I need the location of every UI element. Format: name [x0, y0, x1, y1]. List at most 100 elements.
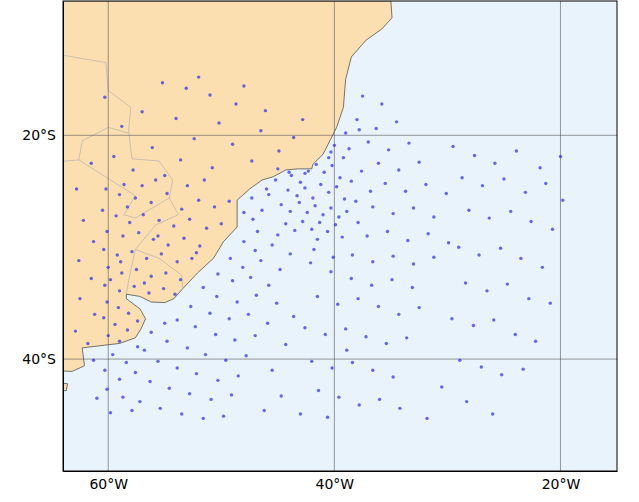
- point: [107, 334, 110, 337]
- point: [397, 168, 400, 171]
- point: [180, 412, 183, 415]
- point: [201, 286, 204, 289]
- point: [86, 342, 89, 345]
- point: [358, 128, 361, 131]
- point: [316, 295, 319, 298]
- point: [259, 259, 262, 262]
- point: [241, 266, 244, 269]
- point: [417, 160, 420, 163]
- tick-label: 40°S: [22, 351, 56, 367]
- point: [161, 81, 164, 84]
- point: [332, 256, 335, 259]
- point: [195, 251, 198, 254]
- point: [370, 284, 373, 287]
- point: [203, 178, 206, 181]
- point: [347, 147, 350, 150]
- point: [255, 294, 258, 297]
- tick-label: 20°W: [542, 476, 581, 492]
- point: [134, 371, 137, 374]
- point: [412, 206, 415, 209]
- point: [380, 102, 383, 105]
- point: [151, 146, 154, 149]
- point: [254, 334, 257, 337]
- point: [342, 156, 345, 159]
- point: [318, 221, 321, 224]
- point: [289, 252, 292, 255]
- point: [472, 324, 475, 327]
- point: [168, 386, 171, 389]
- point: [195, 372, 198, 375]
- point: [126, 328, 129, 331]
- point: [175, 318, 178, 321]
- point: [113, 323, 116, 326]
- point: [188, 392, 191, 395]
- point: [149, 275, 152, 278]
- point: [120, 271, 123, 274]
- point: [309, 261, 312, 264]
- point: [173, 292, 176, 295]
- point: [198, 244, 201, 247]
- point: [337, 215, 340, 218]
- point: [154, 178, 157, 181]
- point: [514, 333, 517, 336]
- point: [361, 94, 364, 97]
- point: [481, 184, 484, 187]
- point: [260, 209, 263, 212]
- point: [277, 149, 280, 152]
- point: [127, 312, 130, 315]
- point: [229, 257, 232, 260]
- point: [216, 379, 219, 382]
- point: [524, 191, 527, 194]
- point: [405, 336, 408, 339]
- point: [303, 186, 306, 189]
- point: [244, 354, 247, 357]
- point: [317, 389, 320, 392]
- point: [298, 201, 301, 204]
- point: [500, 373, 503, 376]
- point: [465, 400, 468, 403]
- point: [326, 230, 329, 233]
- point: [228, 200, 231, 203]
- point: [220, 222, 223, 225]
- point: [312, 248, 315, 251]
- point: [190, 257, 193, 260]
- point: [267, 284, 270, 287]
- point: [135, 268, 138, 271]
- point: [551, 228, 554, 231]
- point: [406, 239, 409, 242]
- point: [197, 198, 200, 201]
- point: [491, 412, 494, 415]
- point: [292, 315, 295, 318]
- point: [412, 262, 415, 265]
- point: [377, 162, 380, 165]
- point: [197, 75, 200, 78]
- point: [521, 367, 524, 370]
- point: [447, 241, 450, 244]
- tick-label: 20°S: [22, 127, 56, 143]
- point: [488, 216, 491, 219]
- point: [417, 306, 420, 309]
- point: [228, 317, 231, 320]
- point: [293, 229, 296, 232]
- point: [299, 412, 302, 415]
- border: [135, 249, 182, 288]
- point: [458, 359, 461, 362]
- point: [445, 192, 448, 195]
- point: [109, 411, 112, 414]
- point: [351, 253, 354, 256]
- point: [118, 339, 121, 342]
- point: [345, 210, 348, 213]
- tick-label: 60°W: [89, 476, 128, 492]
- point: [103, 96, 106, 99]
- point: [397, 313, 400, 316]
- point: [371, 205, 374, 208]
- point: [329, 206, 332, 209]
- point: [201, 417, 204, 420]
- point: [307, 169, 310, 172]
- point: [341, 235, 344, 238]
- point: [367, 140, 370, 143]
- point: [364, 335, 367, 338]
- point: [242, 240, 245, 243]
- point: [180, 207, 183, 210]
- point: [163, 174, 166, 177]
